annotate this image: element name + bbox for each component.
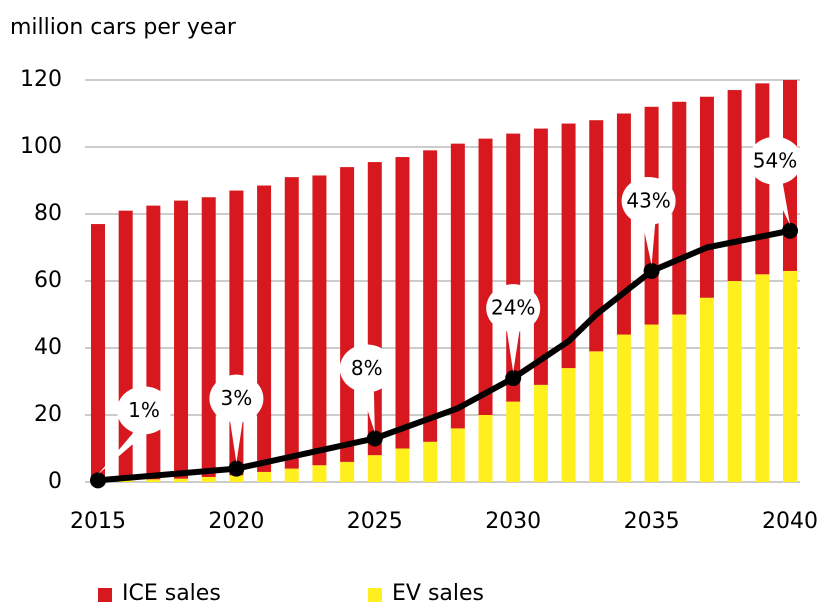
point-marker [643,262,660,279]
bar-segment [727,281,742,482]
bar-segment [201,197,216,477]
bar-segment [533,128,548,385]
bar-segment [340,461,355,482]
x-tick-label: 2015 [70,509,126,534]
legend-label: ICE sales [122,581,221,606]
bar-segment [284,468,299,482]
bar-segment [340,167,355,462]
y-tick-label: 80 [34,201,62,226]
bar-segment [229,475,244,482]
bar-segment [478,415,493,482]
y-tick-label: 60 [34,268,62,293]
bar-segment [589,120,604,352]
bar-segment [257,471,272,482]
y-tick-label: 120 [20,67,62,92]
callout-pointer [229,416,244,463]
bar-segment [727,90,742,281]
callout-pointer [98,428,151,475]
callout-bubble [339,344,394,393]
bar-segment [174,200,189,479]
bar-segment [644,324,659,482]
point-marker [90,472,106,489]
line [97,227,791,484]
point-marker [505,370,522,387]
y-tick-label: 40 [34,335,62,360]
bar-segment [312,465,327,482]
y-tick-label: 100 [20,134,62,159]
bar-segment [672,101,687,315]
bar-segment [201,476,216,482]
bar-segment [450,143,465,429]
bar-segment [589,351,604,482]
bar-segment [284,177,299,469]
callout-pointer [768,178,790,225]
bar-segment [367,455,382,482]
bar-segment [146,205,161,480]
bar-segment [395,157,410,449]
point-marker [228,460,245,477]
bar-segment [146,479,161,482]
bar-segment [395,448,410,482]
annotation-label: 8% [351,356,383,380]
bar-segment [257,185,272,472]
y-tick-label: 20 [34,402,62,427]
callout-pointer [359,386,375,433]
bar-segment [174,478,189,482]
callout-bubble [117,386,171,435]
annotation-label: 24% [491,296,535,320]
x-tick-label: 2040 [762,509,818,534]
bar-segment [699,297,714,482]
legend-swatch [368,588,382,602]
legend-swatch [98,588,112,602]
bar-segment [616,334,631,482]
bar-segment [561,123,576,369]
bar-segment [755,274,770,482]
point-marker [366,430,383,447]
bar-segment [312,175,327,466]
x-tick-label: 2020 [208,509,264,534]
annotation-label: 43% [626,188,670,212]
bar-segment [478,138,493,415]
point-marker [782,222,798,239]
bar-segment [672,314,687,482]
callout-bubble [486,284,541,333]
chart-title: million cars per year [10,15,237,40]
callout-bubble [209,374,264,423]
bar-segment [616,113,631,335]
callout-pointer [641,218,656,265]
x-tick-label: 2025 [347,509,403,534]
y-tick-label: 0 [48,469,62,494]
legend-label: EV sales [392,581,484,606]
x-tick-label: 2030 [485,509,541,534]
callout-bubble [621,176,676,225]
annotation-label: 54% [753,148,797,172]
bar-segment [118,480,133,482]
bar-segment [91,224,105,481]
bar-segment [561,368,576,482]
bar-segment [423,441,438,482]
bar-segment [783,270,797,482]
annotation-label: 1% [128,398,160,422]
x-tick-label: 2035 [624,509,680,534]
bar-segment [423,150,438,442]
bar-segment [506,401,521,482]
annotation-label: 3% [221,386,253,410]
callout-bubble [748,136,802,185]
bar-segment [699,96,714,298]
callout-pointer [506,326,521,373]
bar-segment [450,428,465,482]
bar-segment [533,384,548,482]
